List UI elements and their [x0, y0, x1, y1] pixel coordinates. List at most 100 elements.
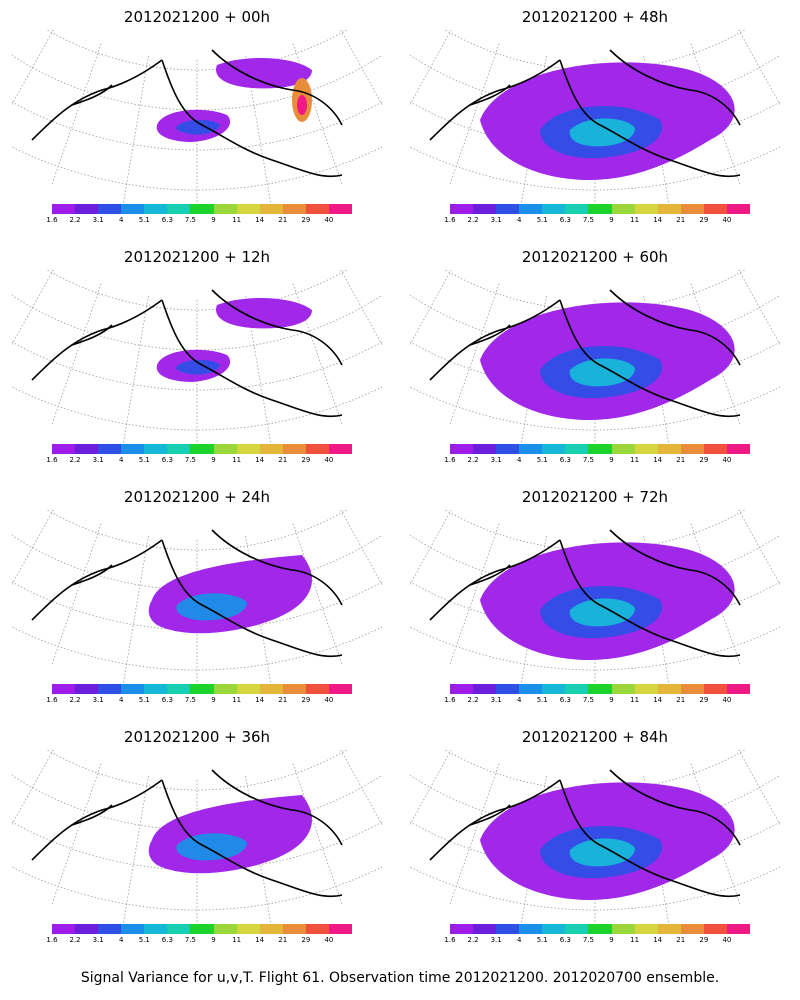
colorbar-tick-label: 7.5 [582, 456, 595, 464]
graticule-line [738, 30, 780, 106]
colorbar-swatch [703, 444, 727, 454]
colorbar-swatch [634, 684, 658, 694]
colorbar-swatch [496, 204, 520, 214]
colorbar-tick-label: 6.3 [161, 456, 173, 464]
colorbar-swatch [144, 444, 168, 454]
colorbar-swatch [259, 444, 283, 454]
colorbar-ticks: 1.6 2.2 3.1 4 5.1 6.3 7.5 9 11 14 21 29 40 [46, 936, 352, 946]
map-panel: 2012021200 + 36h 1.6 2.2 3.1 4 5.1 6.3 7.5 9 11 14… [12, 726, 382, 961]
graticule-line [12, 270, 54, 346]
coastline [559, 539, 741, 658]
colorbar-tick-label: 29 [699, 696, 709, 704]
colorbar-tick-label: 5.1 [536, 216, 548, 224]
colorbar-swatch [98, 204, 122, 214]
colorbar-swatch [450, 444, 474, 454]
colorbar-tick-label: 9 [609, 936, 614, 944]
colorbar-swatch [634, 444, 658, 454]
colorbar-tick-label: 40 [722, 696, 732, 704]
colorbar-ticks: 1.6 2.2 3.1 4 5.1 6.3 7.5 9 11 14 21 29 40 [444, 456, 750, 466]
colorbar-swatch [236, 444, 260, 454]
colorbar-tick-label: 1.6 [444, 936, 456, 944]
colorbar-swatch [519, 924, 543, 934]
colorbar-tick-label: 9 [211, 216, 216, 224]
colorbar-swatch [680, 684, 704, 694]
colorbar-tick-label: 1.6 [444, 216, 456, 224]
colorbar-swatch [167, 684, 191, 694]
colorbar-tick-label: 7.5 [582, 696, 595, 704]
colorbar-swatch [121, 924, 145, 934]
colorbar-tick-label: 5.1 [138, 216, 150, 224]
colorbar-tick-label: 2.2 [467, 936, 479, 944]
colorbar-tick-label: 4 [118, 696, 124, 704]
colorbar-tick-label: 29 [699, 456, 709, 464]
colorbar-tick-label: 1.6 [46, 456, 58, 464]
colorbar [52, 924, 353, 934]
colorbar-tick-label: 5.1 [536, 936, 548, 944]
colorbar-swatch [259, 684, 283, 694]
colorbar-tick-label: 14 [653, 216, 663, 224]
colorbar-tick-label: 4 [118, 216, 124, 224]
colorbar-swatch [282, 444, 306, 454]
colorbar-tick-label: 21 [676, 696, 686, 704]
colorbar-swatch [213, 444, 237, 454]
polar-map [12, 270, 382, 450]
colorbar-tick-label: 21 [278, 456, 288, 464]
colorbar-swatch [496, 684, 520, 694]
colorbar-swatch [565, 684, 589, 694]
colorbar-swatch [75, 204, 99, 214]
graticule-line [245, 535, 272, 684]
coastline [31, 299, 163, 381]
colorbar-swatch [450, 684, 474, 694]
colorbar-tick-label: 4 [516, 696, 522, 704]
colorbar [52, 444, 353, 454]
colorbar-tick-label: 7.5 [582, 216, 595, 224]
colorbar-ticks: 1.6 2.2 3.1 4 5.1 6.3 7.5 9 11 14 21 29 40 [444, 216, 750, 226]
graticule-line [122, 535, 149, 684]
colorbar-tick-label: 29 [301, 456, 311, 464]
colorbar-swatch [75, 444, 99, 454]
colorbar-tick-label: 14 [653, 696, 663, 704]
colorbar-tick-label: 11 [630, 216, 640, 224]
colorbar-tick-label: 7.5 [582, 936, 595, 944]
colorbar-swatch [657, 684, 681, 694]
colorbar-swatch [726, 684, 751, 694]
colorbar-tick-label: 7.5 [184, 456, 197, 464]
colorbar-tick-label: 7.5 [184, 936, 197, 944]
colorbar-swatch [305, 204, 329, 214]
colorbar-ticks: 1.6 2.2 3.1 4 5.1 6.3 7.5 9 11 14 21 29 40 [46, 696, 352, 706]
graticule-line [449, 523, 500, 666]
colorbar-swatch [328, 684, 353, 694]
colorbar-tick-label: 3.1 [490, 936, 502, 944]
colorbar-tick-label: 3.1 [92, 936, 104, 944]
map-panel: 2012021200 + 24h 1.6 2.2 3.1 4 5.1 6.3 7.5 9 11 14… [12, 486, 382, 721]
variance-contour [216, 298, 312, 329]
colorbar-tick-label: 1.6 [444, 456, 456, 464]
colorbar-tick-label: 40 [722, 936, 732, 944]
graticule-line [449, 283, 500, 426]
graticule-line [51, 523, 102, 666]
colorbar-tick-label: 40 [722, 216, 732, 224]
panel-title: 2012021200 + 36h [123, 728, 271, 746]
colorbar-swatch [190, 684, 214, 694]
colorbar-swatch [473, 204, 497, 214]
colorbar-swatch [52, 684, 76, 694]
colorbar-tick-label: 4 [516, 936, 522, 944]
colorbar-swatch [144, 924, 168, 934]
colorbar [52, 684, 353, 694]
polar-map [410, 270, 780, 450]
colorbar-ticks: 1.6 2.2 3.1 4 5.1 6.3 7.5 9 11 14 21 29 40 [46, 456, 352, 466]
colorbar-tick-label: 29 [301, 696, 311, 704]
colorbar-tick-label: 11 [630, 936, 640, 944]
coastline [31, 779, 163, 861]
colorbar-swatch [588, 684, 612, 694]
colorbar-swatch [75, 684, 99, 694]
colorbar-swatch [190, 924, 214, 934]
colorbar-swatch [328, 204, 353, 214]
coastline [161, 299, 343, 418]
colorbar-swatch [236, 204, 260, 214]
colorbar-swatch [496, 444, 520, 454]
colorbar-tick-label: 2.2 [69, 216, 81, 224]
colorbar-swatch [282, 684, 306, 694]
graticule-line [51, 43, 102, 186]
colorbar-tick-label: 2.2 [467, 216, 479, 224]
